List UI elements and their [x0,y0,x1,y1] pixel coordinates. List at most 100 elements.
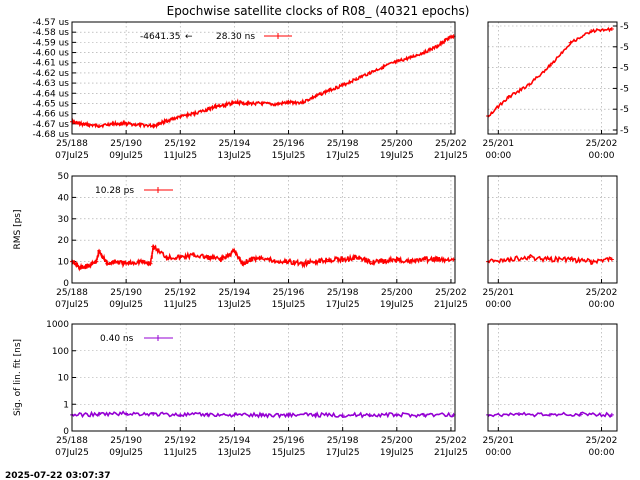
legend: -4641.35 ← 28.30 ns [140,32,292,42]
rms-zoom-series-point [506,257,511,262]
x-tick-date: 07Jul25 [55,300,89,310]
clock-series-point [191,111,196,116]
sig-series-point [178,412,183,417]
x-tick-label: 25/194 [219,436,251,446]
y-tick-label: 30 [58,215,70,225]
rms-zoom-series-point [527,255,532,260]
clock-series-point [367,70,372,75]
y-tick-label: 10 [58,258,70,268]
x-tick-date: 13Jul25 [218,300,252,310]
x-tick-date: 19Jul25 [380,151,414,161]
clock-series-point [110,121,115,126]
sig-series-point [97,412,102,417]
panel-rms-zoom: 25/201 00:00 25/202 00:00 [482,175,618,310]
clock-series-point [259,101,264,106]
legend: 0.40 ns [100,334,173,344]
clock-zoom-series-point [609,27,614,32]
x-tick-date: 00:00 [485,151,511,161]
y-tick-label: -4.58 us [32,28,69,38]
x-tick-label: 25/198 [327,436,359,446]
sig-series-point [232,412,237,417]
clock-series-point [178,114,183,119]
x-tick-date: 11Jul25 [163,300,197,310]
sig-zoom-series-point [547,412,552,417]
clock-series-point [97,123,102,128]
clock-series-point [313,94,318,99]
clock-series-point [229,101,234,106]
x-tick-label: 25/196 [273,139,305,149]
x-tick-label: 25/192 [164,436,196,446]
rms-zoom-series-point [589,259,594,264]
y-tick-label: -5 [620,64,629,74]
panel-rms: 0 10 20 30 40 50 25/188 07Jul25 25/190 09Jul25 25/… [13,172,618,310]
rms-series-point [259,255,264,260]
plot-frame [71,323,456,432]
y-tick-label: -4.67 us [32,120,69,130]
x-tick-date: 15Jul25 [272,151,306,161]
rms-series-point [381,259,386,264]
x-tick-date: 00:00 [485,448,511,458]
y-tick-label: 100 [52,347,69,357]
legend-rms-label: 0.40 ns [100,334,134,344]
rms-series-point [124,261,129,266]
legend-offset-value: -4641.35 [140,32,180,42]
y-tick-label: 40 [58,193,70,203]
rms-series-point [232,248,237,253]
x-tick-label: 25/196 [273,436,305,446]
clock-series-point [446,36,451,41]
rms-zoom-series-point [547,257,552,262]
sig-series-point [340,413,345,418]
clock-series-point [164,118,169,123]
rms-series-point [286,259,291,264]
x-tick-label: 25/190 [110,139,142,149]
clock-series-point [237,100,242,105]
x-tick-date: 15Jul25 [272,300,306,310]
y-tick-label: -4.57 us [32,18,69,28]
rms-series-point [408,259,413,264]
x-tick-label: 25/188 [56,436,88,446]
clock-zoom-series-line [487,26,612,118]
sig-series-point [151,412,156,417]
y-tick-label: -4.66 us [32,110,69,120]
clock-series-point [245,101,250,106]
legend: 10.28 ps [95,186,173,196]
x-tick-date: 19Jul25 [380,448,414,458]
x-tick-label: 25/202 [435,436,467,446]
clock-series-point [327,88,332,93]
x-tick-label: 25/194 [219,139,251,149]
y-tick-label: 1 [63,400,69,410]
x-tick-label: 25/200 [381,436,413,446]
rms-zoom-series-point [568,257,573,262]
sig-series-point [421,412,426,417]
rms-series-point [367,259,372,264]
clock-series-point [300,100,305,105]
clock-series-point [381,64,386,69]
rms-series-point [205,255,210,260]
rms-series-point [394,257,399,262]
x-tick-date: 07Jul25 [55,151,89,161]
rms-series-point [97,248,102,253]
clock-series-point [118,121,123,126]
x-tick-date: 17Jul25 [326,151,360,161]
clock-zoom-series-point [527,82,532,87]
x-tick-label: 25/202 [435,288,467,298]
y-axis-label: Sig. of lin. fit [ns] [13,339,23,416]
clock-series-point [151,123,156,128]
figure-title: Epochwise satellite clocks of R08_ (4032… [167,4,470,18]
rms-series-point [226,253,231,258]
rms-series-point [164,255,169,260]
panel-clock: -4.57 us-4.58 us-4.59 us-4.60 us-4.61 us… [32,18,629,161]
clock-series-point [137,122,142,127]
y-tick-label: 10 [58,374,70,384]
x-tick-label: 25/202 [586,139,618,149]
clock-series-point [394,59,399,64]
x-tick-label: 25/202 [435,139,467,149]
x-tick-label: 25/198 [327,288,359,298]
x-tick-label: 25/190 [110,288,142,298]
clock-series-point [78,121,83,126]
y-tick-label: -4.68 us [32,130,69,140]
legend-rms-label: 28.30 ns [216,32,255,42]
x-tick-label: 25/200 [381,288,413,298]
sig-zoom-series-point [516,412,521,417]
